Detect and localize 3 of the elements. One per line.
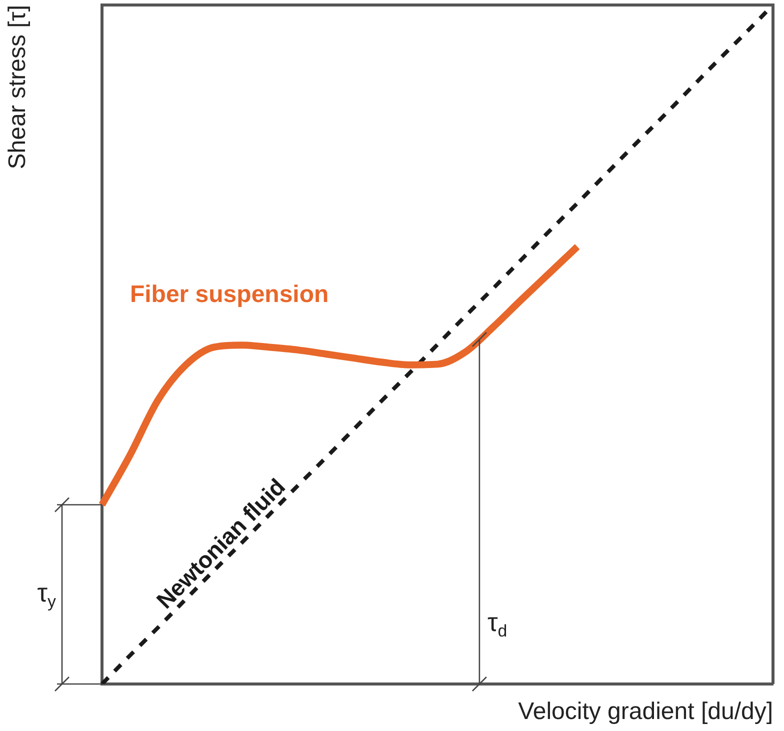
x-axis-title: Velocity gradient [du/dy] — [518, 698, 773, 726]
y-axis-title: Shear stress [τ] — [4, 5, 32, 170]
series-label: Fiber suspension — [130, 280, 329, 308]
